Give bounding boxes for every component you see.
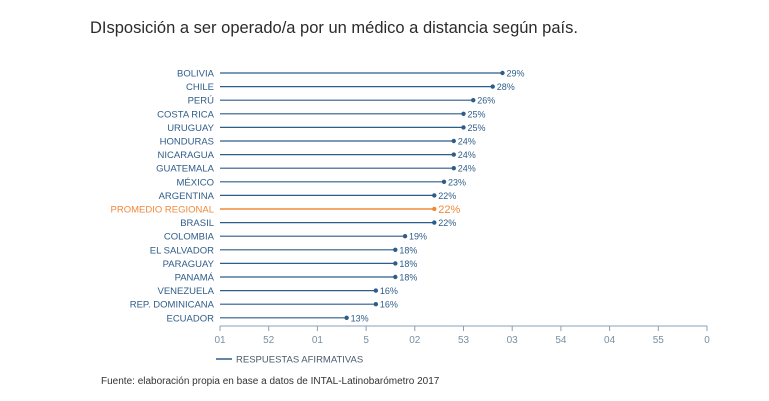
row-peru: PERÚ 26%	[188, 96, 496, 107]
row-colombia: COLOMBIA 19%	[164, 232, 427, 243]
value-label: 16%	[380, 286, 398, 296]
chart-title: DIsposición a ser operado/a por un médic…	[90, 19, 578, 37]
row-promedio-regional: PROMEDIO REGIONAL 22%	[111, 204, 461, 216]
x-tick-label: 04	[604, 335, 616, 346]
row-mexico: MÉXICO 23%	[177, 177, 467, 188]
category-label: PARAGUAY	[163, 259, 215, 270]
bar-dot	[441, 179, 447, 184]
source-note: Fuente: elaboración propia en base a dat…	[101, 376, 440, 387]
bar-dot	[393, 261, 398, 266]
value-label: 25%	[468, 123, 486, 133]
bar-dot	[402, 234, 408, 239]
chart-rows: BOLIVIA 29%CHILE 28%PERÚ 26%COSTA RICA 25%UR…	[111, 69, 525, 325]
value-label: 18%	[399, 259, 417, 269]
value-label: 16%	[380, 300, 398, 310]
bar-dot	[461, 125, 466, 130]
value-label: 28%	[497, 82, 515, 92]
category-label: ARGENTINA	[159, 191, 215, 202]
bar-dot	[471, 98, 476, 103]
row-brasil: BRASIL 22%	[180, 218, 456, 229]
row-bolivia: BOLIVIA 29%	[177, 69, 524, 80]
category-label: VENEZUELA	[158, 286, 215, 297]
value-label: 26%	[477, 96, 495, 106]
legend: RESPUESTAS AFIRMATIVAS	[216, 355, 363, 366]
x-tick-label: 02	[409, 335, 421, 346]
bar-dot	[432, 206, 437, 212]
bar-dot	[344, 315, 349, 320]
category-label: BOLIVIA	[177, 69, 215, 80]
value-label: 22%	[438, 218, 456, 228]
x-tick-label: 01	[312, 335, 324, 346]
row-chile: CHILE 28%	[186, 82, 515, 93]
row-rep-dominicana: REP. DOMINICANA 16%	[130, 300, 398, 311]
x-axis-ticks: 01 52 01 5 02 53 03 54 04 55 0	[214, 326, 710, 346]
value-label: 24%	[458, 150, 476, 160]
category-label: EL SALVADOR	[150, 245, 214, 256]
x-tick-label: 03	[507, 335, 519, 346]
category-label: GUATEMALA	[156, 164, 215, 175]
category-label: CHILE	[186, 82, 214, 93]
x-tick-label: 5	[363, 335, 369, 346]
value-label: 18%	[399, 245, 417, 255]
x-tick-label: 0	[704, 335, 710, 346]
value-label: 19%	[409, 232, 427, 242]
category-label: ECUADOR	[166, 313, 214, 324]
category-label: HONDURAS	[160, 137, 214, 148]
category-label: COSTA RICA	[157, 109, 214, 120]
value-label: 24%	[458, 164, 476, 174]
legend-label: RESPUESTAS AFIRMATIVAS	[236, 355, 363, 366]
row-venezuela: VENEZUELA 16%	[158, 286, 398, 297]
category-label: REP. DOMINICANA	[130, 300, 215, 311]
row-honduras: HONDURAS 24%	[160, 137, 476, 148]
category-label: PROMEDIO REGIONAL	[111, 205, 214, 216]
x-tick-label: 53	[458, 335, 470, 346]
bar-dot	[461, 111, 466, 117]
bar-dot	[432, 193, 437, 198]
row-argentina: ARGENTINA 22%	[159, 191, 457, 202]
category-label: COLOMBIA	[164, 232, 215, 243]
value-label: 23%	[448, 177, 466, 187]
category-label: BRASIL	[180, 218, 214, 229]
x-tick-label: 55	[653, 335, 665, 346]
row-uruguay: URUGUAY 25%	[167, 123, 485, 134]
row-panama: PANAMÁ 18%	[175, 273, 418, 284]
bar-dot	[373, 302, 379, 307]
value-label: 25%	[468, 109, 486, 119]
bar-dot	[373, 288, 379, 293]
bar-dot	[432, 220, 437, 225]
row-costa-rica: COSTA RICA 25%	[157, 109, 485, 120]
category-label: MÉXICO	[177, 177, 214, 188]
value-label: 18%	[399, 273, 417, 283]
bar-dot	[393, 274, 398, 280]
value-label: 22%	[438, 191, 456, 201]
row-guatemala: GUATEMALA 24%	[156, 164, 476, 175]
bar-dot	[500, 70, 505, 76]
value-label: 29%	[506, 69, 524, 79]
bar-dot	[490, 84, 495, 89]
value-label: 24%	[458, 137, 476, 147]
category-label: PANAMÁ	[175, 273, 215, 284]
value-label: 22%	[438, 204, 460, 216]
category-label: PERÚ	[188, 96, 215, 107]
value-label: 13%	[351, 313, 369, 323]
row-paraguay: PARAGUAY 18%	[163, 259, 418, 270]
row-el-salvador: EL SALVADOR 18%	[150, 245, 418, 256]
bar-dot	[451, 152, 456, 157]
bar-dot	[451, 138, 456, 144]
row-nicaragua: NICARAGUA 24%	[158, 150, 476, 161]
bar-dot	[451, 166, 456, 171]
bar-dot	[393, 247, 398, 252]
x-tick-label: 52	[263, 335, 275, 346]
category-label: URUGUAY	[167, 123, 214, 134]
x-tick-label: 01	[214, 335, 226, 346]
row-ecuador: ECUADOR 13%	[166, 313, 368, 324]
category-label: NICARAGUA	[158, 150, 215, 161]
x-tick-label: 54	[555, 335, 567, 346]
